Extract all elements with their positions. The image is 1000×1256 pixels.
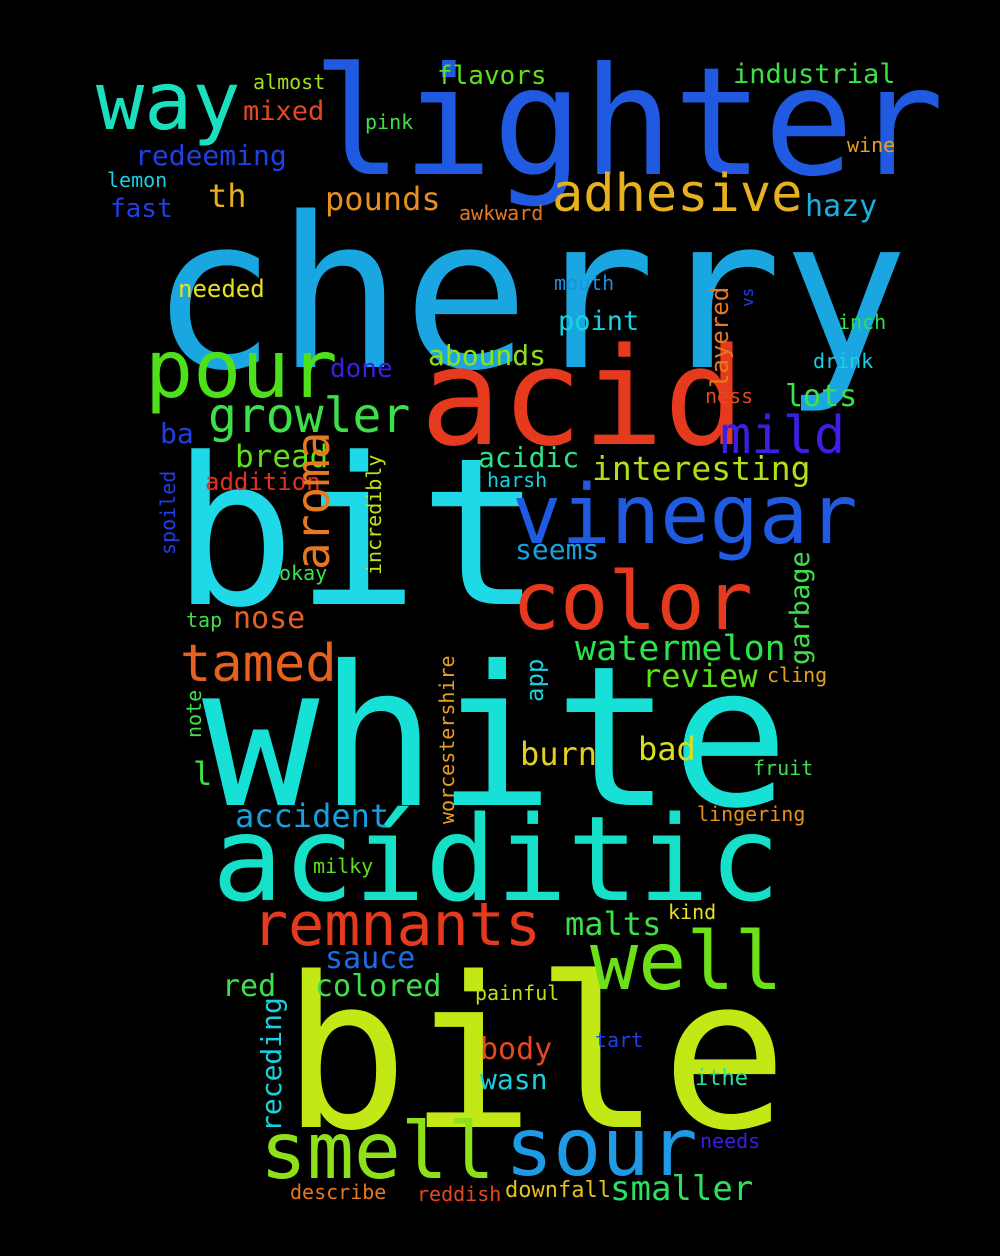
word-inch: inch xyxy=(838,310,887,334)
word-color: color xyxy=(512,555,753,648)
word-downfall: downfall xyxy=(505,1178,611,1203)
word-worcestershire: worcestershire xyxy=(435,655,459,824)
word-burn: burn xyxy=(520,735,598,773)
word-aroma: aroma xyxy=(286,431,340,570)
word-kind: kind xyxy=(668,900,717,924)
word-colored: colored xyxy=(315,969,442,1004)
word-describe: describe xyxy=(290,1180,387,1204)
word-aciditic: acíditic xyxy=(212,790,781,928)
word-industrial: industrial xyxy=(733,59,896,90)
word-bad: bad xyxy=(638,730,696,768)
word-done: done xyxy=(330,354,393,384)
word-lots: lots xyxy=(785,379,858,414)
word-watermelon: watermelon xyxy=(575,629,786,669)
word-milky: milky xyxy=(313,854,374,878)
word-almost: almost xyxy=(253,70,326,94)
word-smell: smell xyxy=(260,1107,495,1197)
word-accident: accident xyxy=(235,797,390,835)
word-mild: mild xyxy=(720,406,846,466)
word-flavors: flavors xyxy=(437,61,547,91)
word-smaller: smaller xyxy=(610,1169,754,1209)
word-bread: bread xyxy=(235,439,329,475)
word-note: note xyxy=(182,689,206,738)
word-pink: pink xyxy=(365,110,414,134)
word-well: well xyxy=(590,915,783,1008)
word-vs: vs xyxy=(738,287,757,307)
word-hazy: hazy xyxy=(805,189,878,224)
word-garbage: garbage xyxy=(785,551,816,665)
word-ba: ba xyxy=(160,417,194,450)
word-point: point xyxy=(558,306,640,337)
word-wine: wine xyxy=(847,133,896,157)
word-ithe: ithe xyxy=(695,1066,748,1091)
word-cling: cling xyxy=(767,663,828,687)
word-adhesive: adhesive xyxy=(552,164,803,224)
word-lighter: lighter xyxy=(312,36,945,210)
word-review: review xyxy=(642,657,758,695)
word-lingering: lingering xyxy=(697,802,806,826)
word-mixed: mixed xyxy=(243,96,325,127)
word-way: way xyxy=(96,55,241,148)
word-l: l xyxy=(193,755,213,793)
word-tart: tart xyxy=(595,1028,644,1052)
word-mouth: mouth xyxy=(554,271,615,295)
word-pounds: pounds xyxy=(325,180,441,218)
word-abounds: abounds xyxy=(428,339,547,372)
word-malts: malts xyxy=(565,905,662,943)
word-growler: growler xyxy=(208,388,411,444)
word-receding: receding xyxy=(255,997,288,1132)
word-painful: painful xyxy=(475,981,560,1005)
word-white: white xyxy=(202,624,789,851)
word-lemon: lemon xyxy=(107,168,168,192)
word-okay: okay xyxy=(279,561,328,585)
word-remnants: remnants xyxy=(252,890,541,960)
word-bit: bit xyxy=(172,415,543,653)
word-wasn: wasn xyxy=(480,1063,548,1096)
word-th: th xyxy=(208,177,247,215)
word-app: app xyxy=(521,658,549,702)
word-interesting: interesting xyxy=(592,449,811,488)
word-harsh: harsh xyxy=(487,468,548,492)
word-acidic: acidic xyxy=(478,441,580,474)
word-awkward: awkward xyxy=(459,201,544,225)
word-redeeming: redeeming xyxy=(135,139,287,172)
word-incredibly: incredibly xyxy=(362,454,386,575)
word-tap: tap xyxy=(186,608,223,632)
word-nose: nose xyxy=(233,601,306,636)
word-acid: acid xyxy=(420,319,746,476)
word-needed: needed xyxy=(178,275,265,303)
word-sauce: sauce xyxy=(325,941,416,976)
word-fruit: fruit xyxy=(753,756,814,780)
word-needs: needs xyxy=(700,1129,761,1153)
word-fast: fast xyxy=(110,194,173,224)
word-spoiled: spoiled xyxy=(156,470,180,555)
word-layered: layered xyxy=(706,286,734,388)
word-addition: addition xyxy=(205,468,321,496)
word-body: body xyxy=(480,1032,553,1067)
word-reddish: reddish xyxy=(417,1182,502,1206)
word-cherry: cherry xyxy=(150,172,909,417)
word-pour: pour xyxy=(145,323,338,416)
word-tamed: tamed xyxy=(180,634,337,694)
word-seems: seems xyxy=(515,533,600,566)
word-ness: ness xyxy=(705,384,754,408)
word-drink: drink xyxy=(813,349,874,373)
word-sour: sour xyxy=(505,1101,698,1194)
word-bile: bile xyxy=(282,932,788,1177)
word-vinegar: vinegar xyxy=(512,468,858,563)
word-red: red xyxy=(222,969,277,1004)
